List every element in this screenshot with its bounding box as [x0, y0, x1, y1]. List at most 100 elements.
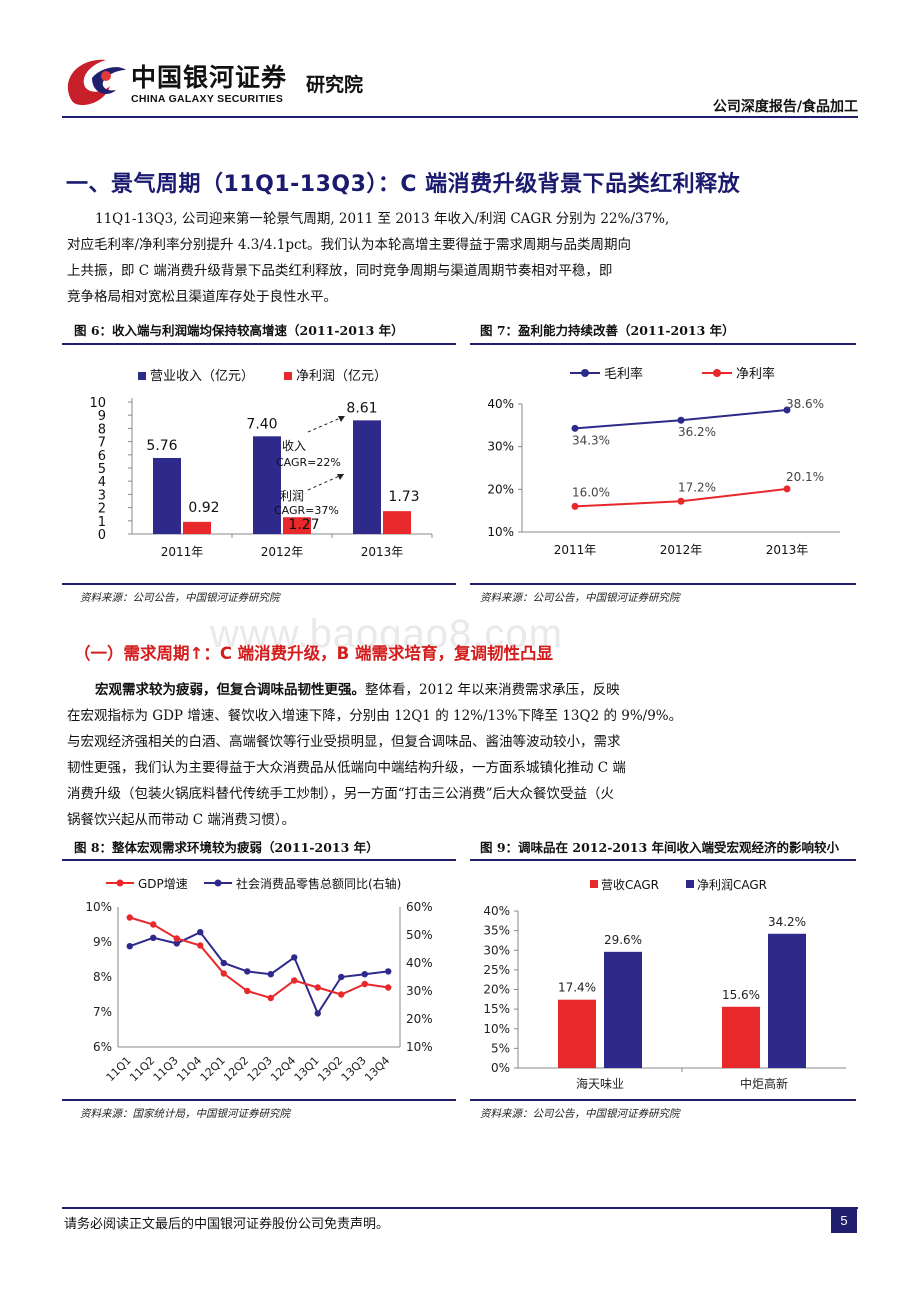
x-tick-label: 2013年	[361, 545, 404, 559]
para-line: 上共振，即 C 端消费升级背景下品类红利释放，同时竞争周期与渠道周期节奏相对平稳…	[67, 263, 613, 279]
legend-marker	[581, 369, 589, 377]
bar-revenue	[253, 436, 281, 534]
x-tick-label: 13Q3	[339, 1054, 369, 1084]
y-tick-label: 2	[98, 502, 106, 517]
logo-swoosh-icon	[67, 59, 126, 106]
legend-label: 营收CAGR	[601, 878, 659, 892]
para-line: 韧性更强，我们认为主要得益于大众消费品从低端向中端结构升级，一方面系城镇化推动 …	[67, 760, 626, 776]
data-point	[361, 971, 368, 978]
legend-marker	[713, 369, 721, 377]
data-point	[126, 914, 133, 921]
data-label: 38.6%	[786, 397, 824, 411]
y-tick-label: 6	[98, 449, 106, 464]
x-tick-label: 12Q2	[221, 1054, 251, 1084]
y-tick-label: 20%	[483, 983, 510, 997]
lead-sentence: 宏观需求较为疲弱，但复合调味品韧性更强。	[95, 682, 365, 698]
x-tick-label: 12Q3	[245, 1054, 275, 1084]
x-tick-label: 13Q2	[315, 1054, 345, 1084]
data-point	[197, 942, 204, 949]
bar-profit	[283, 517, 311, 534]
bar-value-label: 5.76	[146, 438, 177, 454]
fig6-source: 资料来源：公司公告，中国银河证券研究院	[80, 592, 280, 604]
fig7-bottom-rule	[470, 583, 856, 585]
legend-label: 净利润（亿元）	[296, 369, 387, 384]
fig6-rule	[62, 343, 456, 345]
company-name-cn: 中国银河证券	[131, 63, 288, 92]
data-point	[267, 994, 274, 1002]
fig9-bottom-rule	[470, 1099, 856, 1101]
y-tick-label: 10%	[487, 525, 514, 539]
x-tick-label: 11Q3	[151, 1054, 181, 1084]
data-point	[197, 929, 204, 936]
y-tick-label: 25%	[483, 963, 510, 977]
data-point	[173, 940, 180, 947]
data-point	[338, 991, 345, 998]
y-tick-label: 3	[98, 488, 106, 503]
fig9-source: 资料来源：公司公告，中国银河证券研究院	[480, 1108, 680, 1120]
fig8-title: 图 8：整体宏观需求环境较为疲弱（2011-2013 年）	[74, 840, 379, 855]
company-logo	[62, 50, 128, 112]
data-point	[783, 406, 791, 414]
legend-label: 净利率	[736, 366, 775, 382]
cagr-arrow	[307, 473, 345, 491]
x-tick-label: 2011年	[161, 545, 204, 559]
y-tick-label-right: 20%	[406, 1012, 433, 1026]
y-tick-label: 8	[98, 422, 106, 437]
y-tick-label-left: 9%	[93, 935, 112, 949]
bar-revenue	[353, 420, 381, 534]
data-label: 36.2%	[678, 425, 716, 439]
y-tick-label: 0%	[491, 1061, 510, 1075]
data-point	[571, 424, 579, 432]
data-point	[677, 497, 685, 505]
fig7-source: 资料来源：公司公告，中国银河证券研究院	[480, 592, 680, 604]
bar-value-label: 17.4%	[558, 981, 596, 995]
bar-revenue-cagr	[558, 999, 596, 1068]
legend-label: 社会消费品零售总额同比(右轴)	[236, 876, 401, 891]
x-tick-label: 11Q4	[174, 1054, 204, 1084]
bar-profit	[183, 521, 211, 534]
y-tick-label: 5	[98, 462, 106, 477]
x-tick-label: 12Q4	[268, 1054, 298, 1084]
legend-swatch	[138, 372, 146, 380]
y-tick-label: 20%	[487, 482, 514, 496]
legend-label: 净利润CAGR	[697, 878, 767, 892]
fig8-bottom-rule	[62, 1099, 456, 1101]
cagr-arrowhead	[338, 416, 345, 422]
data-point	[361, 980, 368, 988]
page-number: 5	[831, 1209, 857, 1233]
legend-swatch	[686, 880, 694, 888]
data-label: 20.1%	[786, 470, 824, 484]
bar-value-label: 1.73	[388, 489, 419, 505]
para-line: 对应毛利率/净利率分别提升 4.3/4.1pct。我们认为本轮高增主要得益于需求…	[67, 237, 631, 253]
data-point	[338, 973, 345, 981]
para-line: 消费升级（包装火锅底料替代传统手工炒制），另一方面“打击三公消费”后大众餐饮受益…	[67, 786, 615, 802]
y-tick-label-right: 40%	[406, 956, 433, 970]
cagr-annotation: 收入	[282, 439, 306, 453]
y-tick-label-right: 50%	[406, 928, 433, 942]
y-tick-label-left: 6%	[93, 1040, 112, 1054]
data-point	[173, 935, 180, 942]
data-point	[677, 416, 685, 424]
bar-profit	[383, 511, 411, 534]
x-tick-label: 12Q1	[198, 1054, 228, 1084]
y-tick-label-right: 30%	[406, 984, 433, 998]
y-tick-label: 9	[98, 409, 106, 424]
legend-swatch	[284, 372, 292, 380]
fig7-chart: 毛利率 净利率 10% 20% 30% 40% 2011年 2012年 2013年 34.3% 36…	[487, 366, 840, 557]
section-paragraph: 11Q1-13Q3, 公司迎来第一轮景气周期, 2011 至 2013 年收入/…	[67, 206, 835, 310]
x-tick-label: 13Q1	[292, 1054, 322, 1084]
bar-revenue	[153, 457, 181, 534]
y-tick-label-left: 10%	[85, 900, 112, 914]
x-tick-label: 2012年	[261, 545, 304, 559]
para-line: 11Q1-13Q3, 公司迎来第一轮景气周期, 2011 至 2013 年收入/…	[95, 211, 670, 227]
data-point	[314, 984, 321, 991]
data-point	[244, 987, 251, 995]
x-tick-label: 13Q4	[362, 1054, 392, 1084]
cagr-annotation: 利润	[280, 489, 304, 503]
bar-value-label: 1.27	[288, 517, 319, 533]
legend-label: GDP增速	[138, 877, 188, 891]
data-point	[150, 921, 157, 928]
bar-profit-cagr	[604, 951, 642, 1068]
y-tick-label-right: 10%	[406, 1040, 433, 1054]
section-title: 一、景气周期（11Q1-13Q3）：C 端消费升级背景下品类红利释放	[66, 172, 741, 197]
